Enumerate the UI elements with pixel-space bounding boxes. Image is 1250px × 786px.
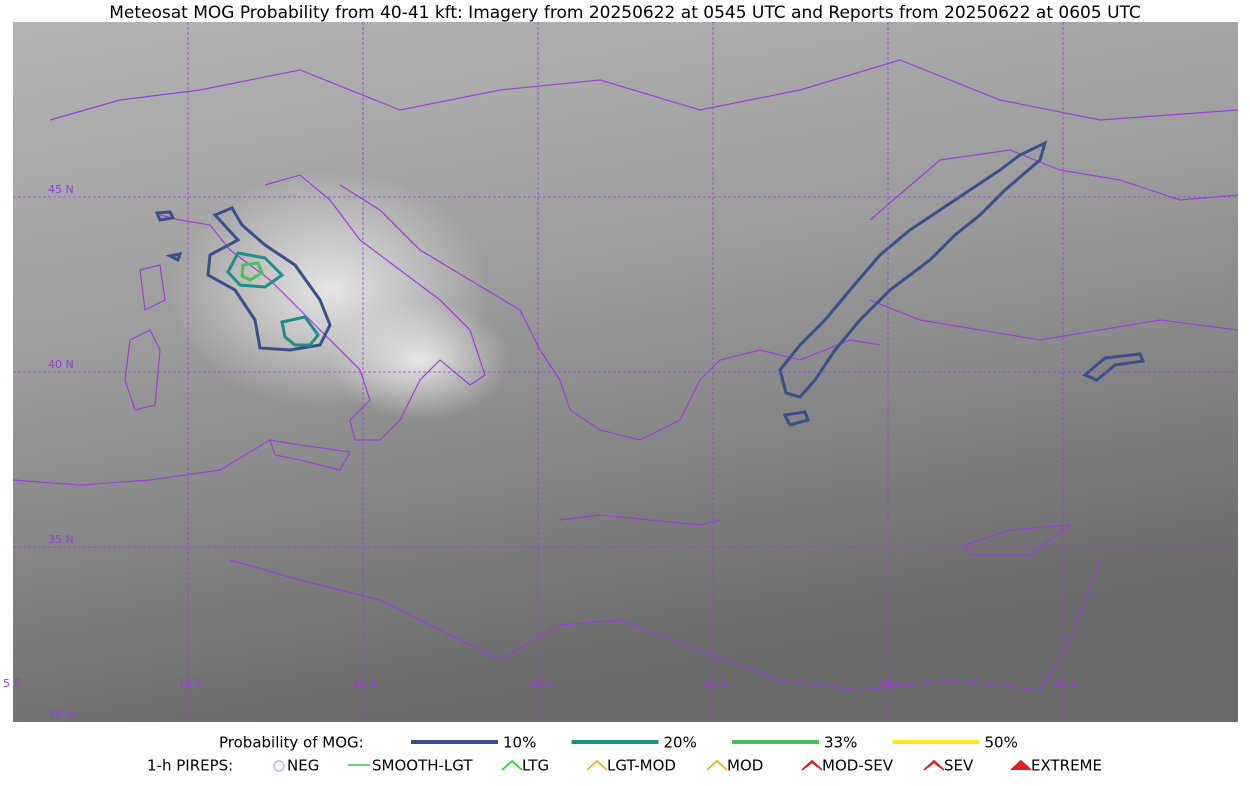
legend-item: LGT-MOD [607,757,676,775]
lon-label: 15 E [353,677,377,690]
legend-item: 20% [664,734,697,752]
legend-item: SEV [944,757,974,775]
pirep-icon [273,760,285,772]
lon-label: 25 E [703,677,727,690]
legend-label: 1-h PIREPS: [147,757,233,775]
graticule: 45 N 40 N 35 N 30 N 5 E 10 E 15 E 20 E 25 E 30 E 3… [3,22,1238,722]
lon-label: 20 E [528,677,552,690]
legend: Probability of MOG: 10% 20% 33% 50% 1-h PIREP… [147,734,1102,775]
cloud [330,300,510,420]
legend-item: MOD [727,757,763,775]
pirep-icon [586,759,608,771]
lon-label: 30 E [878,677,902,690]
pirep-icon [501,759,523,771]
lat-label: 30 N [48,708,74,721]
lat-label: 45 N [48,183,74,196]
pirep-icon [1010,759,1032,771]
legend-item: 10% [503,734,536,752]
legend-label: Probability of MOG: [219,734,364,752]
mog-contours [154,140,1146,427]
legend-item: 50% [985,734,1018,752]
coastlines [12,59,1239,691]
legend-item: MOD-SEV [822,757,894,775]
legend-item: LTG [522,757,549,775]
title: Meteosat MOG Probability from 40-41 kft:… [109,3,1141,23]
legend-item: 33% [824,734,857,752]
lon-label: 10 E [178,677,202,690]
lon-label: 35 E [1053,677,1077,690]
legend-item: EXTREME [1031,757,1102,775]
legend-item: SMOOTH-LGT [372,757,473,775]
pirep-icon [801,759,823,771]
pirep-icon [923,759,945,771]
lat-label: 40 N [48,358,74,371]
map: 45 N 40 N 35 N 30 N 5 E 10 E 15 E 20 E 25 E 30 E 3… [3,22,1239,722]
lat-label: 35 N [48,533,74,546]
lon-label: 5 E [3,677,20,690]
legend-item: NEG [287,757,319,775]
pirep-icon [706,759,728,771]
